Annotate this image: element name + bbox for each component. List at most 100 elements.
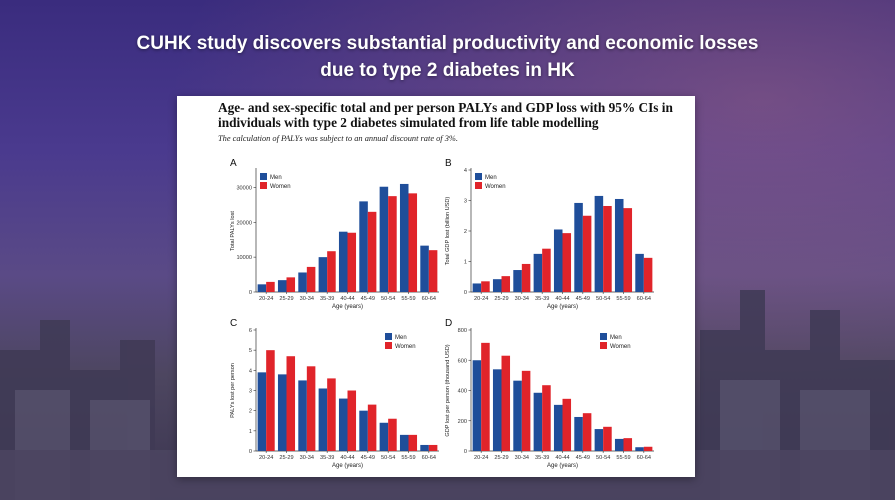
figure-note: The calculation of PALYs was subject to … (218, 134, 458, 143)
bar-men (472, 283, 482, 292)
headline-line-2: due to type 2 diabetes in HK (320, 60, 575, 81)
legend-label: Women (610, 344, 631, 350)
x-tick-label: 35-39 (535, 296, 549, 302)
x-tick-label: 55-59 (616, 296, 630, 302)
y-tick-label: 3 (464, 199, 467, 205)
x-tick-label: 20-24 (259, 455, 273, 461)
legend-swatch-men (600, 333, 607, 340)
chart-panel-b: B 0 1 2 3 4 20-24 25-29 30-34 35-39 40-44 45-49 50-5… (445, 158, 654, 310)
bar-men (533, 392, 543, 451)
bar-men (277, 374, 287, 451)
legend-swatch-men (475, 173, 482, 180)
y-tick-label: 0 (249, 449, 252, 455)
bar-men (277, 280, 287, 292)
x-axis-label: Age (years) (332, 463, 363, 469)
bar-men (257, 284, 267, 292)
y-axis-label: PALYs lost per person (230, 363, 236, 418)
bar-men (614, 438, 624, 451)
y-tick-label: 5 (249, 348, 252, 354)
bar-men (257, 372, 267, 451)
bar-men (635, 447, 644, 451)
y-tick-label: 0 (249, 290, 252, 296)
x-tick-label: 30-34 (300, 455, 314, 461)
x-tick-label: 35-39 (535, 455, 549, 461)
x-tick-label: 30-34 (515, 296, 529, 302)
x-axis-label: Age (years) (332, 304, 363, 310)
bar-women (542, 248, 551, 292)
bar-women (643, 446, 653, 451)
y-tick-label: 2 (464, 229, 467, 235)
y-tick-label: 10000 (236, 255, 252, 261)
bar-women (501, 355, 511, 451)
y-tick-label: 800 (458, 328, 467, 334)
bar-women (428, 250, 438, 292)
y-tick-label: 0 (464, 290, 467, 296)
x-tick-label: 20-24 (259, 296, 273, 302)
legend-label: Women (395, 344, 416, 350)
bar-women (521, 263, 531, 292)
x-tick-label: 20-24 (474, 296, 488, 302)
y-axis-label: Total PALYs lost (230, 211, 236, 251)
x-tick-label: 50-54 (381, 296, 395, 302)
bar-women (367, 211, 377, 292)
bar-men (298, 272, 307, 292)
bar-men (492, 369, 502, 451)
x-tick-label: 25-29 (494, 296, 508, 302)
bar-men (318, 257, 328, 292)
bar-women (481, 281, 490, 292)
y-tick-label: 20000 (236, 220, 252, 226)
x-tick-label: 50-54 (596, 455, 610, 461)
y-tick-label: 200 (458, 419, 467, 425)
bar-women (327, 378, 336, 451)
bar-men (359, 410, 368, 451)
x-tick-label: 35-39 (320, 455, 334, 461)
panel-b: B 0 1 2 3 4 20-24 25-29 30-34 35-39 40-44 45-49 50-5… (445, 158, 660, 323)
panel-d: D 0 200 400 600 800 20-24 25-29 30-34 35-39 40-44 4… (445, 318, 660, 482)
bar-women (408, 193, 418, 292)
x-tick-label: 40-44 (340, 455, 354, 461)
x-tick-label: 45-49 (361, 296, 375, 302)
y-tick-label: 6 (249, 328, 252, 334)
x-tick-label: 40-44 (555, 455, 569, 461)
x-tick-label: 20-24 (474, 455, 488, 461)
bar-women (582, 413, 592, 451)
x-tick-label: 55-59 (401, 296, 415, 302)
bar-men (614, 198, 624, 292)
bar-men (574, 416, 583, 451)
bar-men (574, 202, 583, 292)
bar-women (501, 276, 511, 292)
y-tick-label: 30000 (236, 185, 252, 191)
x-tick-label: 60-64 (637, 455, 651, 461)
bar-women (388, 196, 397, 292)
bar-men (298, 380, 307, 451)
bar-women (266, 350, 275, 451)
bar-women (542, 385, 551, 451)
x-tick-label: 60-64 (422, 296, 436, 302)
bar-men (318, 388, 328, 451)
y-tick-label: 1 (464, 260, 467, 266)
x-tick-label: 40-44 (340, 296, 354, 302)
legend-label: Women (270, 184, 291, 190)
bar-women (562, 233, 572, 292)
bar-men (594, 195, 604, 292)
city-skyline-background (0, 290, 895, 500)
x-tick-label: 25-29 (279, 455, 293, 461)
x-tick-label: 50-54 (596, 296, 610, 302)
figure-card: Age- and sex-specific total and per pers… (177, 96, 695, 477)
legend-swatch-women (385, 342, 392, 349)
y-tick-label: 2 (249, 409, 252, 415)
bar-women (306, 266, 316, 292)
bar-women (481, 342, 490, 451)
bar-women (623, 438, 633, 451)
bar-men (379, 186, 389, 292)
bar-men (635, 253, 644, 292)
legend-label: Men (270, 175, 282, 181)
x-axis-label: Age (years) (547, 463, 578, 469)
bar-women (623, 208, 633, 292)
bar-men (553, 229, 563, 292)
bar-men (399, 183, 409, 292)
bar-women (582, 215, 592, 292)
bar-women (367, 404, 377, 451)
x-tick-label: 45-49 (576, 296, 590, 302)
x-tick-label: 60-64 (637, 296, 651, 302)
